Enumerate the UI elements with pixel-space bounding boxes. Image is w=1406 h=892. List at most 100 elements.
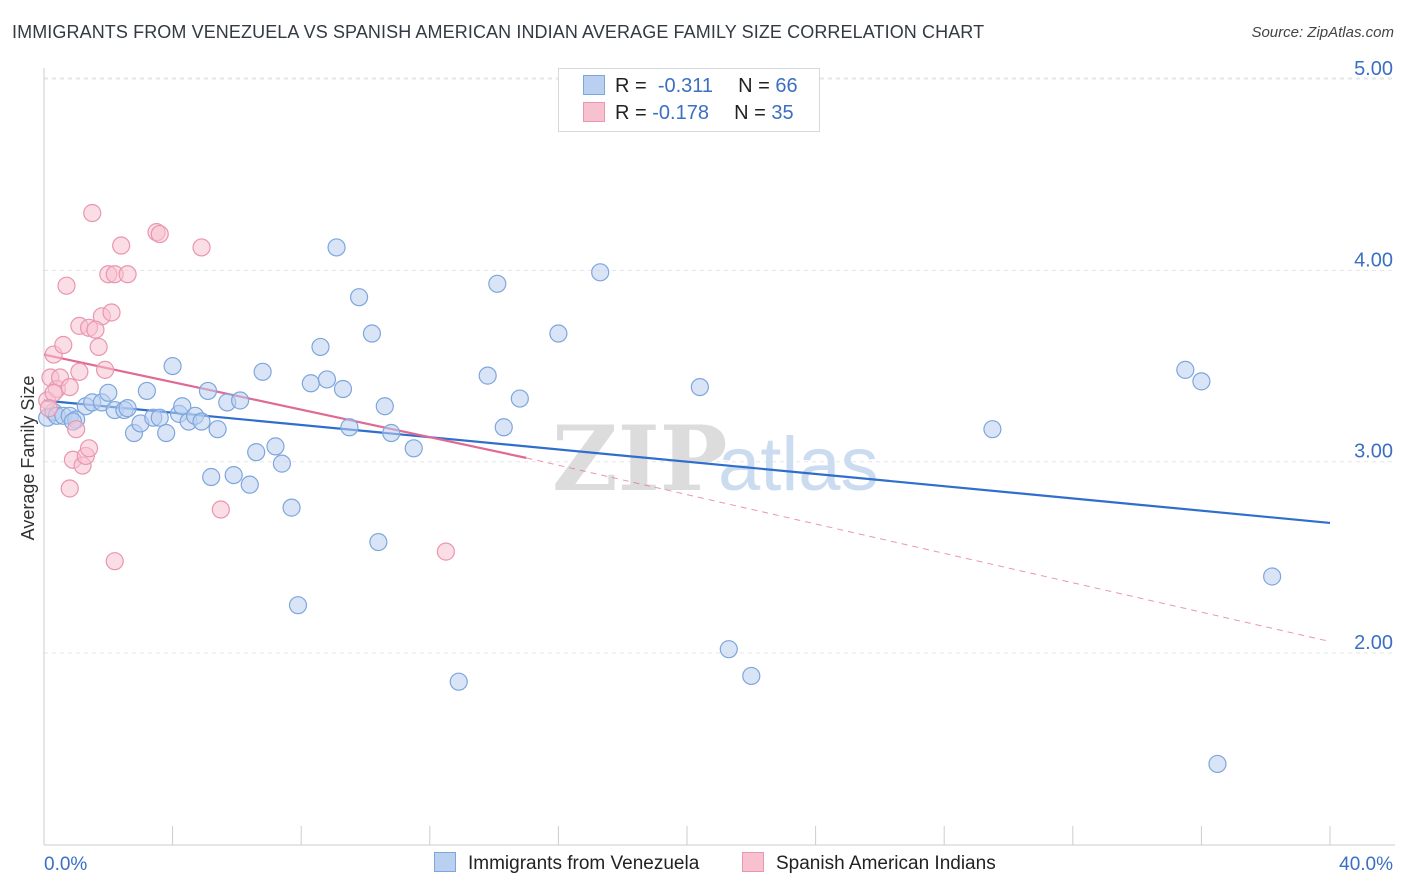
point-venezuela [549,324,568,343]
point-venezuela [282,498,301,517]
point-venezuela [510,389,529,408]
point-venezuela [333,379,353,399]
point-venezuela [192,412,211,431]
legend-n-value: 66 [775,75,798,97]
series-name: Spanish American Indians [776,853,996,874]
point-venezuela [224,465,243,485]
point-venezuela [198,381,218,401]
point-venezuela [253,362,272,381]
point-venezuela [157,423,176,443]
point-venezuela [375,397,394,416]
point-spanish-american-indian [192,238,211,257]
point-spanish-american-indian [211,500,230,519]
point-venezuela [1192,372,1211,391]
series-legend-spanish-american-indian: Spanish American Indians [742,852,996,875]
point-spanish-american-indian [83,203,102,223]
point-spanish-american-indian [39,399,58,418]
point-spanish-american-indian [150,224,169,244]
chart-source: Source: ZipAtlas.com [1251,24,1394,41]
point-spanish-american-indian [57,276,76,295]
trend-lines [43,353,1331,643]
point-venezuela [137,381,156,401]
y-tick-label: 4.00 [1354,249,1393,271]
point-venezuela [404,439,423,458]
y-tick-label: 3.00 [1354,441,1393,463]
point-venezuela [362,324,382,343]
watermark: ZIP atlas [552,406,879,512]
point-venezuela [240,475,259,494]
legend-r-value: -0.311 [657,75,714,97]
y-tick-label: 2.00 [1354,632,1393,654]
point-venezuela [719,640,738,659]
point-venezuela [340,418,359,437]
point-venezuela [99,383,118,402]
series-legend-venezuela: Immigrants from Venezuela [434,852,699,875]
point-spanish-american-indian [102,303,121,322]
point-spanish-american-indian [60,377,79,397]
legend-row-venezuela: R = -0.311 N = 66 [583,75,798,101]
point-venezuela [208,420,227,439]
trend-line-spanish-american-indian [43,353,527,459]
point-venezuela [288,596,308,615]
legend-r-value: -0.178 [652,102,709,124]
point-venezuela [690,377,709,397]
point-venezuela [369,532,388,552]
point-venezuela [163,356,182,376]
point-venezuela [1263,567,1282,586]
point-spanish-american-indian [118,265,137,284]
legend-swatch-pink [583,102,605,122]
point-spanish-american-indian [54,335,73,355]
point-spanish-american-indian [67,420,86,439]
point-venezuela [488,274,507,293]
y-axis-title: Average Family Size [18,376,38,541]
legend-n-label: N = [738,75,770,97]
point-spanish-american-indian [95,360,115,379]
point-spanish-american-indian [86,320,105,339]
point-venezuela [150,408,169,427]
point-venezuela [266,437,285,456]
legend-n-label: N = [734,102,766,124]
point-venezuela [301,374,320,393]
point-spanish-american-indian [60,479,79,498]
point-spanish-american-indian [112,236,131,255]
point-venezuela [327,238,346,257]
point-venezuela [231,391,250,410]
trend-line-venezuela [43,399,1331,525]
point-venezuela [173,397,192,416]
point-venezuela [202,467,221,487]
data-points [38,203,1282,774]
series-swatch-pink [742,852,764,872]
point-spanish-american-indian [436,542,455,561]
axes [43,68,1395,846]
point-spanish-american-indian [89,337,108,357]
point-venezuela [272,454,292,473]
point-venezuela [591,263,610,282]
watermark-atlas: atlas [718,422,879,507]
point-spanish-american-indian [44,383,63,402]
series-swatch-blue [434,852,456,872]
point-spanish-american-indian [79,439,99,458]
point-venezuela [983,420,1002,439]
point-venezuela [118,399,137,418]
x-tick-label-min: 0.0% [44,854,87,875]
point-venezuela [1208,754,1227,774]
y-tick-label: 5.00 [1354,58,1393,80]
axis-labels: 2.00 3.00 4.00 5.00 0.0% 40.0% Average Family … [18,58,1393,875]
point-venezuela [1176,360,1195,379]
point-venezuela [742,666,761,686]
x-tick-label-max: 40.0% [1339,854,1393,875]
correlation-legend: R = -0.311 N = 66 R = -0.178 N = 35 [558,68,820,132]
legend-row-spanish-american-indian: R = -0.178 N = 35 [583,102,794,128]
legend-r-label: R = [615,102,647,124]
point-venezuela [349,288,369,307]
legend-n-value: 35 [771,102,794,124]
point-venezuela [317,370,337,389]
point-spanish-american-indian [105,552,124,571]
watermark-zip: ZIP [552,406,727,512]
point-venezuela [449,672,468,691]
chart-title: IMMIGRANTS FROM VENEZUELA VS SPANISH AME… [12,22,985,42]
point-venezuela [494,418,513,437]
point-venezuela [247,443,266,462]
legend-swatch-blue [583,75,605,95]
